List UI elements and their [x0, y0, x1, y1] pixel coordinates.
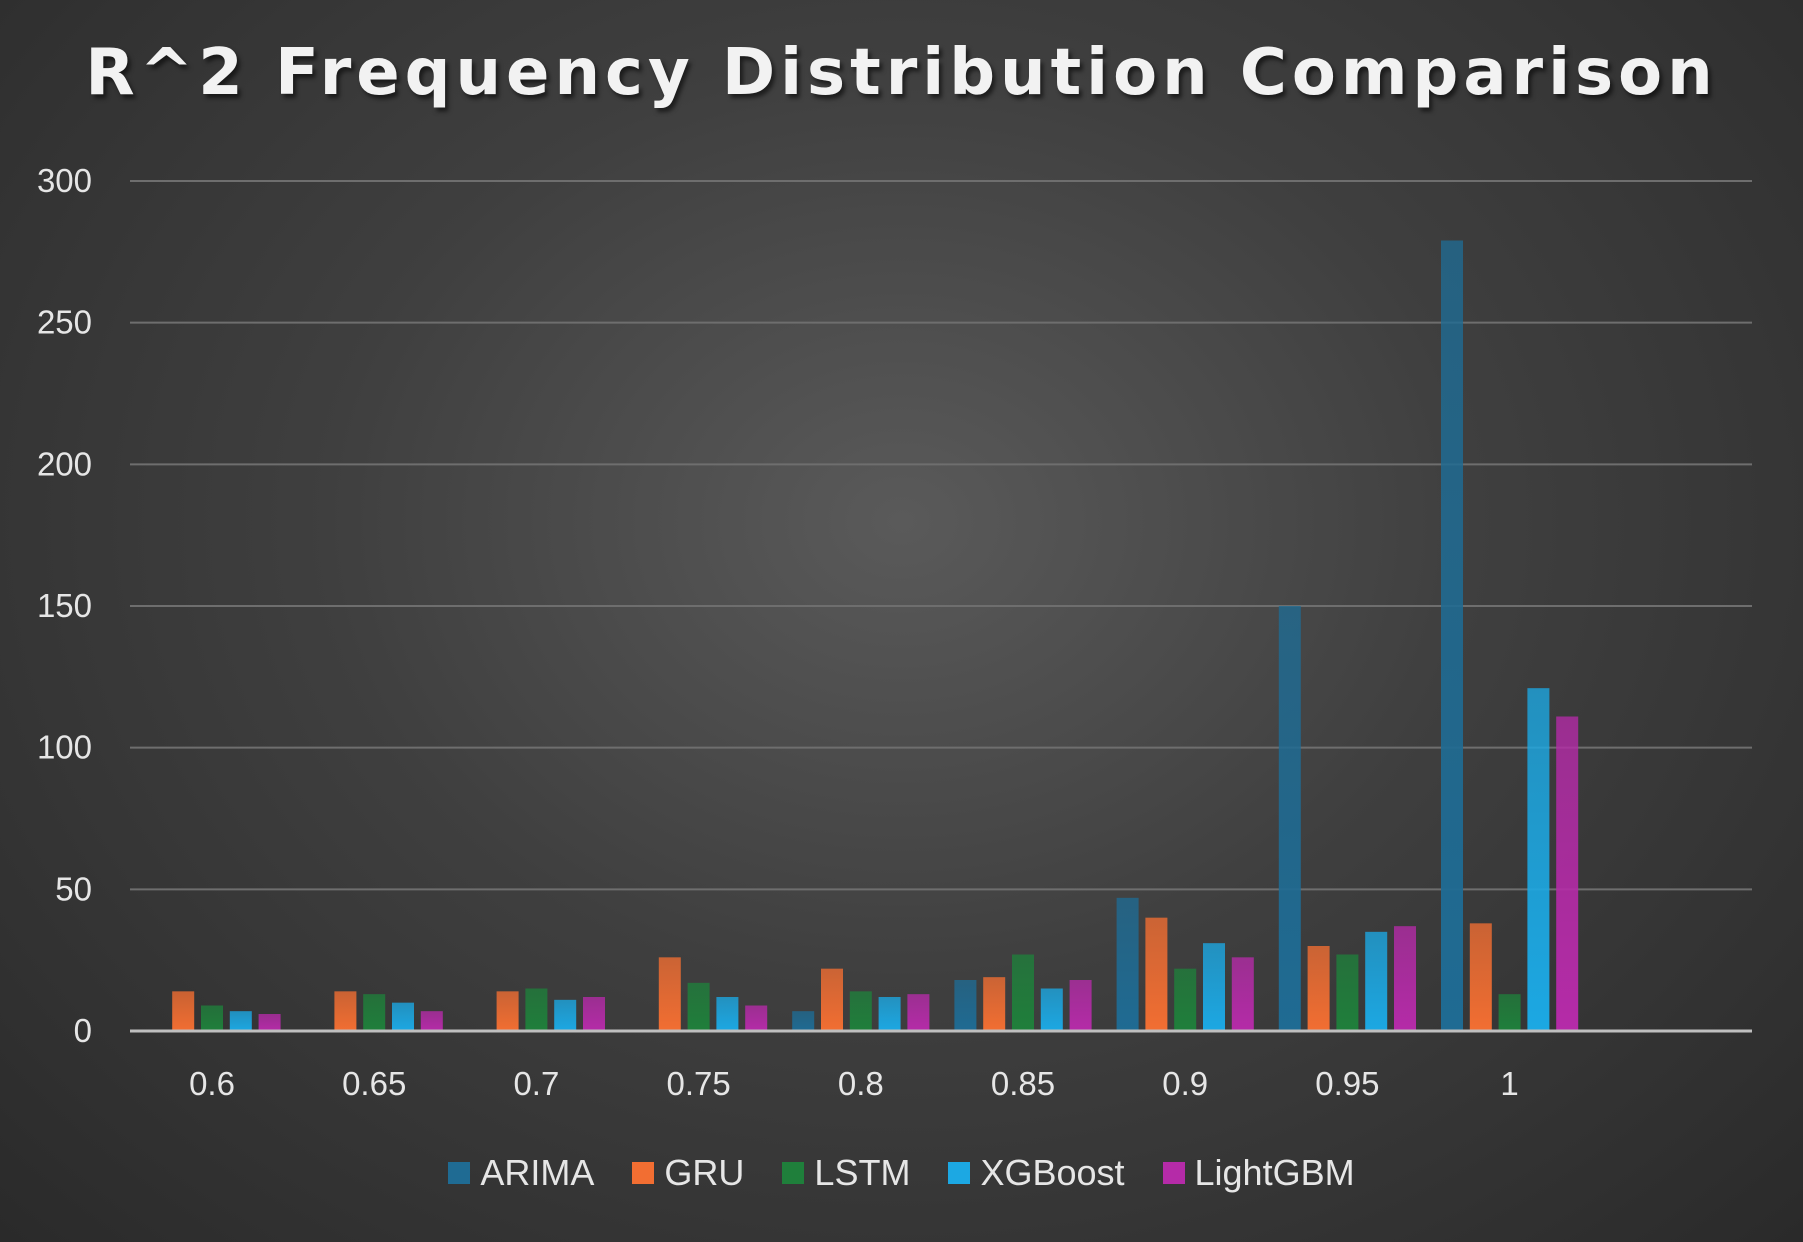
bar-xgboost-0_9	[1203, 943, 1225, 1031]
legend-label: LSTM	[814, 1152, 911, 1193]
bar-lightgbm-0_6	[258, 1014, 281, 1031]
x-tick-label: 0.8	[838, 1065, 884, 1102]
gridlines	[130, 180, 1752, 891]
bar-lightgbm-0_95	[1394, 926, 1416, 1031]
bar-xgboost-0_6	[229, 1011, 252, 1031]
bar-gru-0_75	[658, 957, 681, 1031]
bar-lstm-0_8	[849, 991, 872, 1031]
bar-lightgbm-0_8	[907, 994, 930, 1031]
bar-xgboost-0_7	[554, 999, 577, 1031]
y-tick-labels: 0 50 100 150 200 250 300	[37, 162, 92, 1049]
bar-lightgbm-0_7	[583, 997, 605, 1031]
y-tick-label: 0	[74, 1012, 92, 1049]
bar-xgboost-0_75	[716, 997, 739, 1031]
x-tick-label: 0.9	[1162, 1065, 1208, 1102]
bar-lightgbm-0_75	[745, 1005, 768, 1031]
bar-lstm-0_65	[363, 994, 386, 1031]
x-tick-label: 1	[1500, 1065, 1518, 1102]
x-tick-label: 0.75	[666, 1065, 730, 1102]
legend-item-lightgbm: LightGBM	[1162, 1152, 1355, 1194]
bar-lstm-1	[1498, 994, 1521, 1031]
bar-gru-0_65	[334, 991, 357, 1031]
legend-label: LightGBM	[1194, 1152, 1355, 1193]
bar-lstm-0_85	[1012, 954, 1034, 1031]
bar-lstm-0_95	[1336, 954, 1359, 1031]
y-tick-label: 50	[55, 870, 92, 907]
x-tick-label: 0.7	[513, 1065, 559, 1102]
bar-xgboost-0_85	[1040, 988, 1063, 1031]
bars	[143, 240, 1579, 1032]
bar-xgboost-0_95	[1365, 931, 1388, 1031]
x-tick-labels: 0.6 0.65 0.7 0.75 0.8 0.85 0.9 0.95 1	[189, 1065, 1519, 1102]
legend-label: GRU	[664, 1152, 745, 1193]
legend-item-xgboost: XGBoost	[948, 1152, 1125, 1194]
legend-swatch	[948, 1162, 971, 1184]
legend-swatch	[632, 1162, 655, 1184]
x-tick-label: 0.65	[342, 1065, 406, 1102]
bar-gru-0_6	[172, 991, 195, 1031]
legend-swatch	[1162, 1162, 1185, 1184]
bar-gru-0_85	[983, 977, 1006, 1031]
y-tick-label: 150	[37, 587, 92, 624]
legend-label: XGBoost	[980, 1152, 1125, 1193]
legend-label: ARIMA	[480, 1152, 595, 1193]
bar-arima-0_9	[1116, 897, 1139, 1031]
bar-lightgbm-0_85	[1069, 980, 1092, 1031]
bar-gru-0_8	[821, 968, 843, 1031]
bar-gru-0_95	[1307, 946, 1330, 1031]
bar-arima-1	[1441, 240, 1463, 1031]
y-tick-label: 300	[37, 162, 92, 199]
chart-title: R^2 Frequency Distribution Comparison	[85, 36, 1718, 110]
legend-item-lstm: LSTM	[782, 1152, 910, 1194]
bar-arima-0_8	[792, 1011, 815, 1031]
bar-lightgbm-1	[1556, 716, 1579, 1031]
legend-item-gru: GRU	[632, 1152, 744, 1194]
x-tick-label: 0.85	[991, 1065, 1055, 1102]
bar-xgboost-1	[1527, 688, 1550, 1031]
bar-lstm-0_6	[201, 1005, 223, 1031]
bar-arima-0_85	[954, 980, 977, 1031]
bar-arima-0_95	[1278, 606, 1301, 1031]
bar-xgboost-0_8	[878, 997, 901, 1031]
legend-swatch	[782, 1162, 805, 1184]
bar-gru-1	[1469, 923, 1492, 1031]
bar-lstm-0_9	[1174, 968, 1197, 1031]
y-tick-label: 200	[37, 445, 92, 482]
x-tick-label: 0.95	[1315, 1065, 1379, 1102]
legend: ARIMA GRU LSTM XGBoost LightGBM	[0, 1152, 1803, 1194]
bar-gru-0_7	[496, 991, 519, 1031]
legend-swatch	[448, 1162, 471, 1184]
x-tick-label: 0.6	[189, 1065, 235, 1102]
y-tick-label: 100	[37, 729, 92, 766]
bar-xgboost-0_65	[392, 1002, 414, 1031]
bar-lstm-0_7	[525, 988, 548, 1031]
bar-lightgbm-0_65	[420, 1011, 443, 1031]
y-tick-label: 250	[37, 304, 92, 341]
bar-lstm-0_75	[687, 982, 710, 1031]
bar-lightgbm-0_9	[1231, 957, 1254, 1031]
legend-item-arima: ARIMA	[448, 1152, 594, 1194]
bar-gru-0_9	[1145, 917, 1168, 1031]
